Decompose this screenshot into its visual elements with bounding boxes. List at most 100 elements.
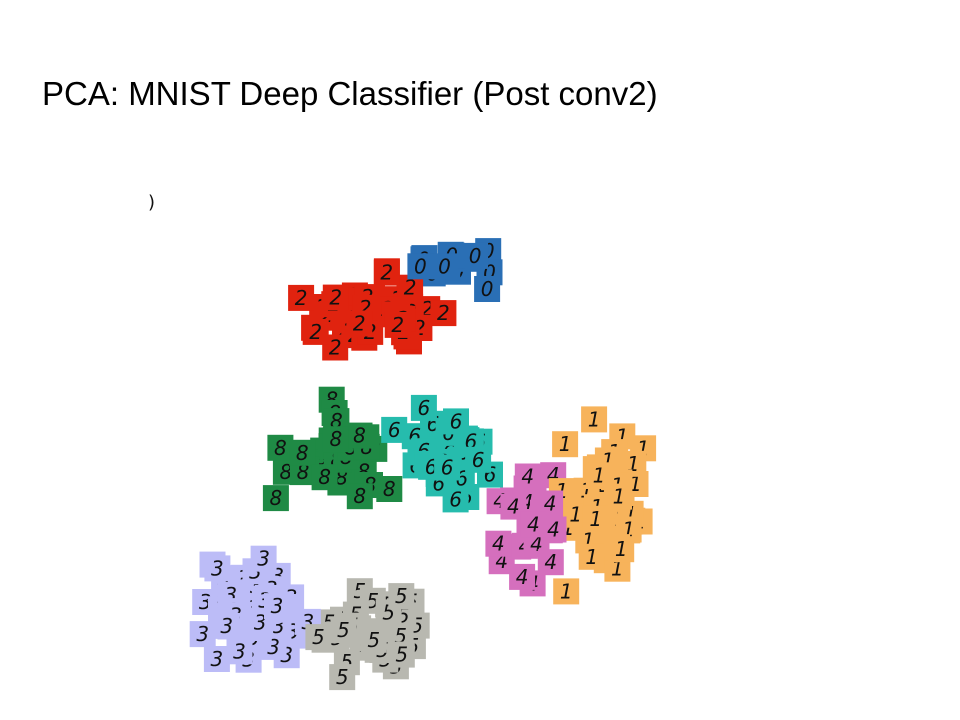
digit-label: 1 [585, 545, 598, 569]
digit-tile [431, 253, 458, 280]
digit-label: 2 [295, 286, 308, 310]
digit-tile [388, 641, 415, 668]
scatter-point-digit-0: 0 [431, 253, 458, 280]
digit-tile [203, 646, 230, 672]
scatter-point-digit-3: 3 [204, 555, 231, 582]
digit-tile [520, 511, 547, 538]
scatter-point-digit-6: 6 [465, 446, 492, 473]
digit-label: 4 [547, 518, 560, 542]
digit-tile [462, 242, 489, 269]
slide-title: PCA: MNIST Deep Classifier (Post conv2) [42, 75, 658, 112]
digit-tile [311, 464, 338, 491]
digit-tile [346, 483, 373, 510]
digit-tile [322, 426, 349, 453]
digit-label: 5 [367, 628, 380, 652]
digit-tile [537, 549, 564, 576]
scatter-point-digit-4: 4 [514, 463, 541, 490]
digit-tile [360, 626, 387, 653]
digit-tile [586, 462, 612, 489]
digit-label: 3 [220, 614, 233, 638]
scatter-point-digit-1: 1 [553, 578, 580, 605]
scatter-point-digit-6: 6 [381, 416, 408, 443]
digit-tile [226, 638, 253, 665]
digit-tile [264, 593, 290, 620]
scatter-point-digit-2: 2 [322, 284, 349, 311]
scatter-point-digit-1: 1 [552, 431, 579, 458]
digit-label: 2 [309, 320, 322, 344]
digit-label: 3 [196, 622, 209, 646]
digit-tile [430, 300, 457, 327]
scatter-point-digit-8: 8 [311, 464, 338, 491]
scatter-point-digit-6: 6 [410, 394, 437, 421]
scatter-point-digit-5: 5 [388, 641, 415, 668]
digit-label: 5 [336, 665, 349, 689]
digit-label: 4 [544, 550, 557, 574]
digit-label: 1 [588, 407, 601, 431]
digit-tile [330, 617, 357, 643]
scatter-point-digit-4: 4 [500, 493, 527, 520]
digit-label: 8 [330, 427, 343, 451]
digit-label: 3 [211, 647, 224, 671]
digit-label: 2 [353, 312, 366, 336]
digit-tile [262, 485, 289, 512]
digit-label: 8 [318, 465, 331, 489]
digit-tile [474, 276, 501, 302]
scatter-point-digit-3: 3 [213, 612, 240, 639]
scatter-point-digit-1: 1 [615, 516, 642, 543]
scatter-point-digit-3: 3 [226, 638, 253, 665]
scatter-point-digit-8: 8 [322, 426, 349, 453]
digit-label: 2 [329, 286, 342, 310]
digit-tile [509, 563, 536, 590]
scatter-point-digit-8: 8 [267, 434, 294, 461]
scatter-point-digit-6: 6 [477, 461, 503, 488]
digit-tile [189, 621, 216, 648]
digit-tile [329, 664, 356, 691]
digit-tile [388, 583, 415, 610]
digit-label: 2 [437, 301, 450, 325]
digit-label: 4 [516, 565, 529, 589]
digit-label: 6 [472, 448, 485, 472]
scatter-point-digit-5: 5 [388, 583, 415, 610]
digit-tile [288, 284, 315, 311]
scatter-point-digit-4: 4 [485, 530, 512, 557]
stray-mark: ) [148, 192, 156, 213]
scatter-point-digit-2: 2 [384, 311, 411, 338]
digit-tile [410, 394, 437, 421]
digit-label: 8 [280, 460, 293, 484]
digit-label: 4 [507, 495, 520, 519]
digit-label: 6 [418, 396, 431, 420]
digit-tile [485, 530, 512, 557]
digit-tile [250, 545, 277, 572]
digit-label: 3 [233, 639, 246, 663]
digit-label: 2 [329, 336, 342, 360]
digit-tile [434, 454, 461, 481]
digit-tile [289, 439, 316, 466]
scatter-point-digit-5: 5 [329, 664, 356, 691]
digit-label: 8 [297, 460, 310, 484]
scatter-point-digit-3: 3 [189, 621, 216, 648]
digit-label: 2 [380, 261, 393, 285]
digit-tile [346, 422, 373, 449]
digit-label: 3 [257, 547, 270, 571]
scatter-point-digit-1: 1 [586, 462, 612, 489]
scatter-point-digit-4: 4 [509, 563, 536, 590]
digit-label: 4 [521, 465, 534, 489]
digit-label: 6 [441, 456, 454, 480]
digit-label: 3 [271, 594, 284, 618]
digit-label: 8 [270, 486, 283, 510]
digit-tile [204, 555, 231, 582]
scatter-point-digit-2: 2 [430, 300, 457, 327]
scatter-point-digit-0: 0 [462, 242, 489, 269]
digit-label: 1 [615, 537, 628, 561]
scatter-point-digit-4: 4 [537, 549, 564, 576]
digit-label: 8 [383, 477, 396, 501]
digit-tile [553, 578, 580, 605]
scatter-point-digit-3: 3 [203, 646, 230, 672]
digit-label: 1 [560, 579, 573, 603]
scatter-point-digit-0: 0 [474, 276, 501, 302]
digit-label: 1 [559, 432, 572, 456]
digit-tile [346, 310, 373, 337]
scatter-point-digit-2: 2 [288, 284, 315, 311]
scatter-point-digit-1: 1 [578, 543, 605, 570]
